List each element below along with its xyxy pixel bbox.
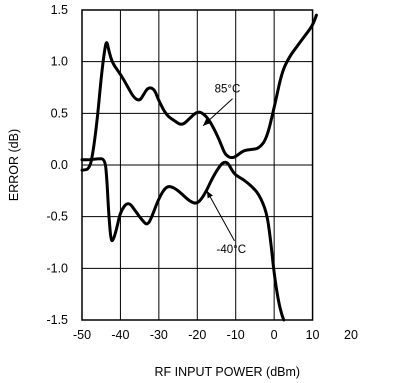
x-tick-labels: -50 -40 -30 -20 -10 0 10 20 — [73, 328, 358, 342]
x-tick-label: -30 — [150, 328, 168, 342]
y-axis-title: ERROR (dB) — [7, 129, 21, 201]
series-line-85c — [80, 13, 318, 172]
plot-frame — [81, 9, 314, 321]
y-tick-label: 0.5 — [51, 106, 68, 120]
x-tick-label: -40 — [111, 328, 129, 342]
x-tick-label: 10 — [306, 328, 320, 342]
annotation-layer: 85°C -40°C — [202, 84, 247, 256]
x-tick-label: 0 — [271, 328, 278, 342]
y-tick-label: -1.0 — [46, 261, 68, 275]
y-tick-label: 1.5 — [51, 3, 68, 17]
grid — [82, 10, 313, 320]
series-layer — [80, 13, 318, 322]
y-tick-label: -0.5 — [46, 210, 68, 224]
annotation-arrow — [206, 190, 235, 242]
annotation-label: 85°C — [215, 84, 241, 96]
x-tick-label: -50 — [73, 328, 91, 342]
y-tick-label: 1.0 — [51, 55, 68, 69]
x-tick-label: -10 — [227, 328, 245, 342]
y-tick-label: 0.0 — [51, 158, 68, 172]
x-axis-title: RF INPUT POWER (dBm) — [154, 365, 300, 379]
series-line-minus40c — [80, 157, 286, 322]
annotation-arrowhead — [203, 118, 211, 126]
y-tick-labels: 1.5 1.0 0.5 0.0 -0.5 -1.0 -1.5 — [46, 3, 68, 327]
x-tick-label: 20 — [344, 328, 358, 342]
y-tick-label: -1.5 — [46, 313, 68, 327]
x-tick-label: -20 — [188, 328, 206, 342]
annotation-arrowhead — [206, 190, 213, 199]
annotation-label: -40°C — [217, 244, 247, 256]
